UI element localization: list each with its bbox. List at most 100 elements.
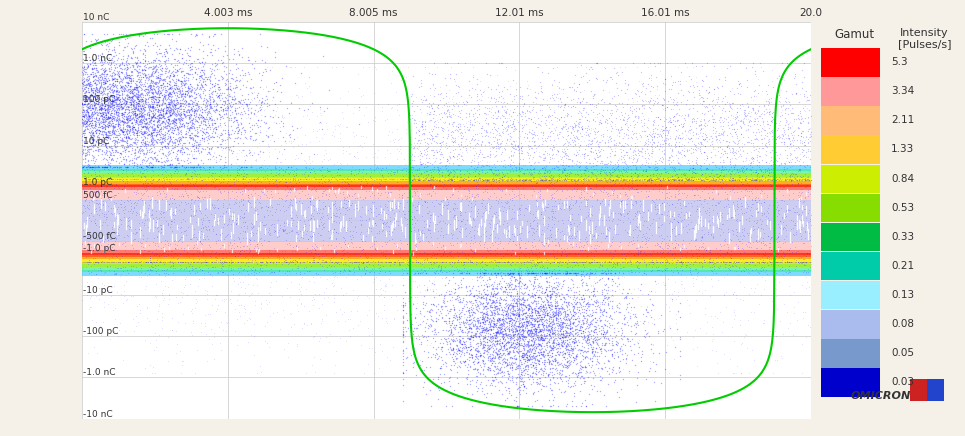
Point xyxy=(82,322,97,329)
Point xyxy=(203,146,218,153)
Point xyxy=(558,364,573,371)
Point xyxy=(372,258,388,265)
Point xyxy=(101,143,117,150)
Point xyxy=(325,129,341,136)
Point xyxy=(411,175,427,182)
Point xyxy=(586,175,601,182)
Point xyxy=(195,252,210,259)
Point xyxy=(497,354,512,361)
Point xyxy=(110,109,125,116)
Point xyxy=(134,105,150,112)
Point xyxy=(137,160,152,167)
Point xyxy=(129,132,145,139)
Point xyxy=(563,258,578,265)
Point xyxy=(168,95,183,102)
Point xyxy=(156,161,172,168)
Point xyxy=(673,175,688,182)
Point xyxy=(172,258,187,265)
Bar xyxy=(82,270,811,276)
Point xyxy=(659,167,675,174)
Point xyxy=(186,167,202,174)
Point xyxy=(552,322,567,329)
Point xyxy=(99,70,115,77)
Point xyxy=(558,372,573,379)
Point xyxy=(581,126,596,133)
Point xyxy=(422,308,437,315)
Point xyxy=(173,245,188,252)
Point xyxy=(655,126,671,133)
Point xyxy=(142,102,157,109)
Point xyxy=(586,232,601,239)
Point xyxy=(174,137,189,144)
Point xyxy=(127,110,143,117)
Point xyxy=(187,137,203,144)
Point xyxy=(373,258,389,265)
Point xyxy=(507,138,522,145)
Point xyxy=(440,99,455,106)
Point xyxy=(510,166,526,173)
Point xyxy=(91,106,106,112)
Point xyxy=(643,311,658,318)
Point xyxy=(189,82,205,89)
Point xyxy=(497,199,512,206)
Point xyxy=(573,320,589,327)
Point xyxy=(505,97,520,104)
Point xyxy=(508,251,523,258)
Point xyxy=(106,184,122,191)
Point xyxy=(753,112,768,119)
Point xyxy=(309,242,324,249)
Point xyxy=(207,46,222,53)
Point xyxy=(161,161,177,168)
Point xyxy=(570,313,586,320)
Point xyxy=(229,177,244,184)
Point xyxy=(491,130,507,137)
Point xyxy=(461,286,477,293)
Point xyxy=(410,137,426,144)
Point xyxy=(646,118,661,125)
Point xyxy=(515,310,531,317)
Point xyxy=(131,300,147,307)
Point xyxy=(272,159,288,166)
Point xyxy=(218,80,234,87)
Point xyxy=(439,340,455,347)
Point xyxy=(184,175,200,182)
Point xyxy=(111,152,126,159)
Point xyxy=(134,91,150,98)
Point xyxy=(234,174,250,181)
Point xyxy=(196,97,211,104)
Point xyxy=(117,133,132,140)
Point xyxy=(80,175,96,182)
Point xyxy=(734,210,750,217)
Point xyxy=(452,333,467,340)
Point xyxy=(138,258,153,265)
Point xyxy=(126,328,142,335)
Point xyxy=(146,129,161,136)
Point xyxy=(431,177,447,184)
Point xyxy=(347,258,363,265)
Point xyxy=(428,258,444,265)
Point xyxy=(105,258,121,265)
Point xyxy=(78,119,94,126)
Point xyxy=(195,67,210,74)
Point xyxy=(638,85,653,92)
Point xyxy=(381,175,397,182)
Point xyxy=(553,245,568,252)
Point xyxy=(564,276,579,283)
Point xyxy=(197,126,212,133)
Point xyxy=(167,121,182,128)
Point xyxy=(346,133,362,140)
Point xyxy=(191,258,207,265)
Point xyxy=(586,347,601,354)
Point xyxy=(548,314,564,321)
Point xyxy=(547,302,563,309)
Point xyxy=(471,304,486,311)
Point xyxy=(108,100,124,107)
Point xyxy=(634,87,649,94)
Point xyxy=(266,175,282,182)
Point xyxy=(611,285,626,292)
Point xyxy=(172,76,187,83)
Point xyxy=(409,202,425,209)
Point xyxy=(669,176,684,183)
Point xyxy=(558,328,573,335)
Point xyxy=(171,238,186,245)
